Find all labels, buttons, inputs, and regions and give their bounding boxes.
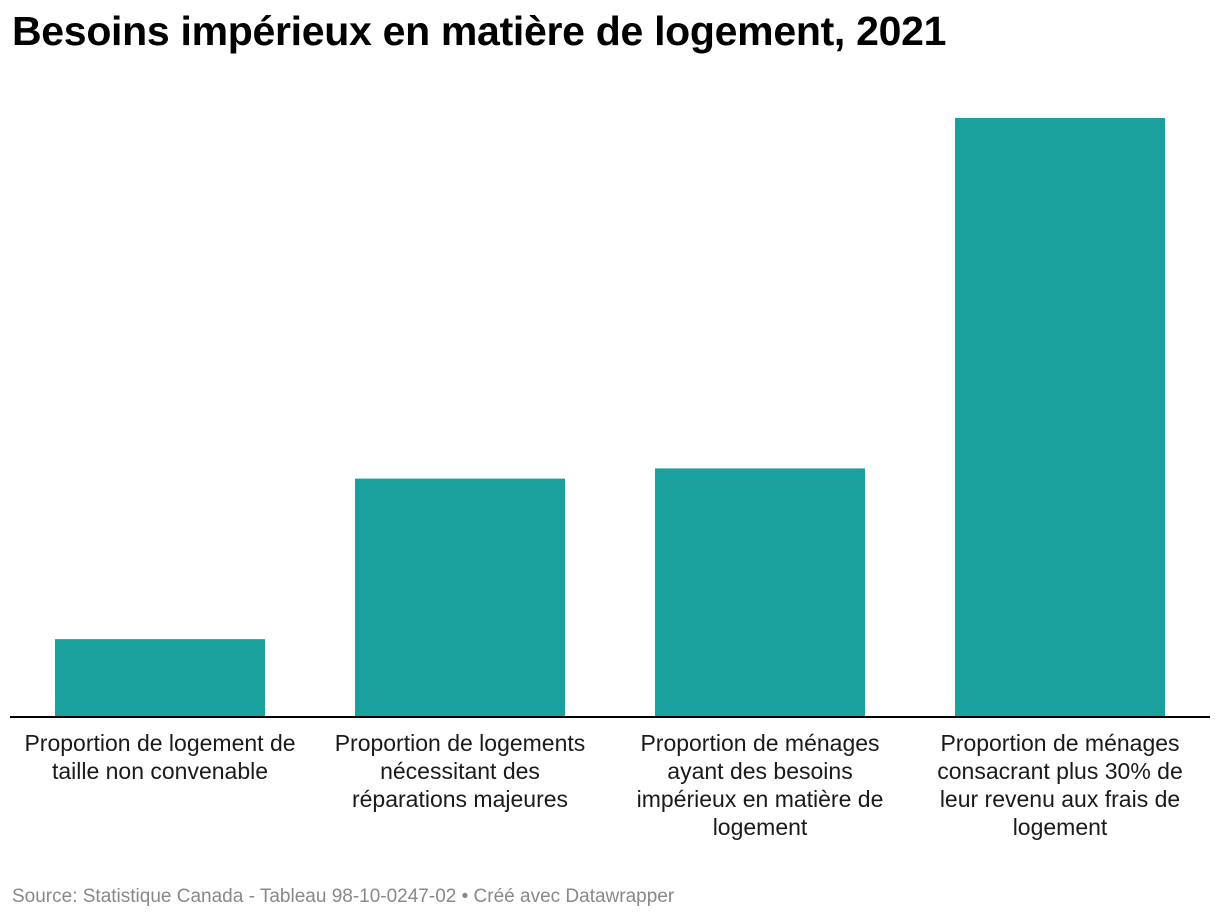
bars-group [55, 118, 1165, 717]
x-tick-label-0: Proportion de logement de taille non con… [24, 730, 296, 784]
x-tick-label-1: Proportion de logements nécessitant des … [334, 730, 586, 812]
x-tick-label-2: Proportion de ménages ayant des besoins … [636, 730, 884, 840]
bar-3 [955, 118, 1165, 717]
bar-2 [655, 468, 865, 717]
chart-title: Besoins impérieux en matière de logement… [12, 8, 947, 54]
source-note: Source: Statistique Canada - Tableau 98-… [12, 886, 675, 907]
bar-1 [355, 478, 565, 717]
bar-0 [55, 639, 265, 717]
x-tick-label-3: Proportion de ménages consacrant plus 30… [937, 730, 1183, 840]
